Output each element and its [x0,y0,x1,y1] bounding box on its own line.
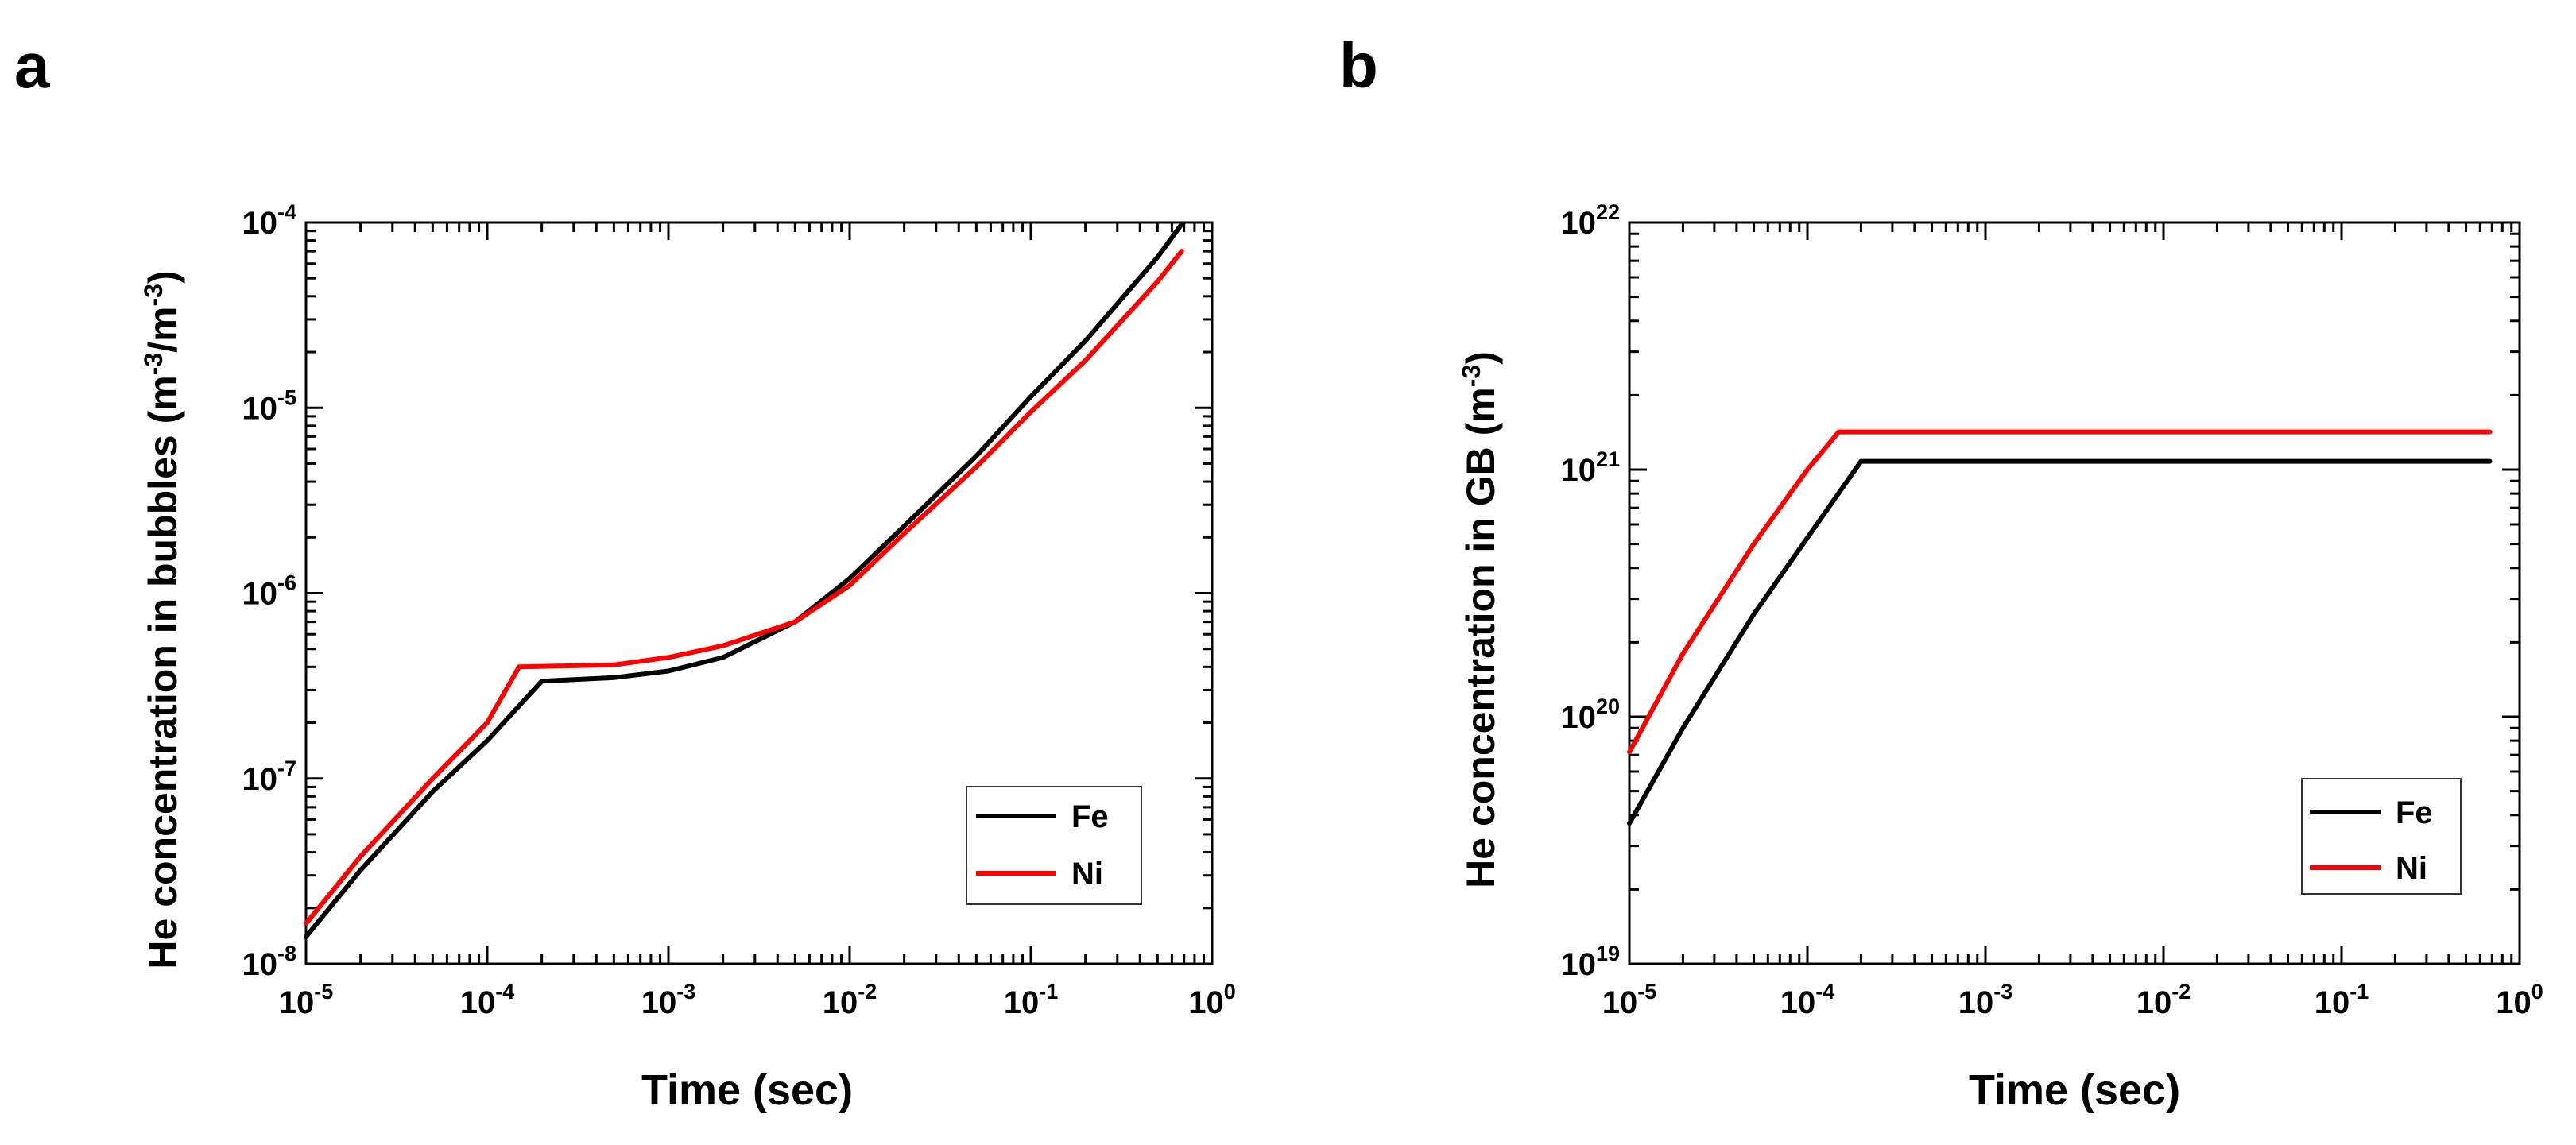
y-tick-label: 10-4 [242,200,296,241]
y-axis-title-sup: -3 [1457,365,1486,387]
series-line-ni [1627,429,2493,755]
legend: Fe Ni [2301,778,2462,895]
y-tick-label: 1021 [1560,447,1620,488]
legend-box [2301,778,2462,895]
y-axis-title-sup: -3 [139,353,168,375]
y-tick-label: 10-5 [242,385,296,426]
plot-frame [1628,221,2521,965]
y-axis-title-end: ) [1458,351,1503,365]
series-line-fe [304,222,1184,939]
legend-label-ni: Ni [1071,857,1103,892]
series-line-fe [1627,458,2493,826]
x-tick-label: 10-3 [641,980,696,1020]
y-axis-title-main: He concentration in bubbles (m [141,375,185,969]
panel-a: a 10-5 10-4 10-3 10-2 10-1 10010-810-710-610-… [14,30,1236,1114]
x-tick-label: 10-2 [2136,980,2191,1020]
x-tick-label: 100 [2496,980,2543,1020]
x-tick-label: 10-3 [1958,980,2013,1020]
legend-label-ni: Ni [2396,851,2427,886]
x-tick-label: 100 [1188,980,1236,1020]
legend-label-fe: Fe [1071,799,1109,834]
y-axis-title-end: ) [141,270,185,284]
panel-b: b 10-5 10-4 10-3 10-2 10-1 100 1019 1020 1021 102… [1339,30,2543,1114]
x-tick-label: 10-5 [1602,980,1657,1020]
y-axis-title-sup: -3 [139,284,168,306]
x-tick-label: 10-4 [1780,980,1835,1020]
plot-area: 10-5 10-4 10-3 10-2 10-1 100 10-8 10-7 10-6 10-5 1… [242,200,1235,1020]
y-tick-label: 1022 [1560,200,1620,241]
x-tick-label: 10-1 [1004,980,1059,1020]
x-axis-title: Time (sec) [1969,1066,2180,1114]
plot-area: 10-5 10-4 10-3 10-2 10-1 100 1019 1020 1021 1022 [1560,200,2543,1020]
x-axis-title: Time (sec) [641,1066,853,1114]
panel-label: a [14,30,50,101]
series-line-ni [304,249,1184,926]
y-tick-label: 1019 [1560,942,1620,982]
legend-label-fe: Fe [2396,795,2433,830]
x-tick-label: 10-2 [823,980,877,1020]
y-tick-label: 10-7 [242,756,296,797]
y-axis-title: He concentration in bubbles (m-3/m-3) [139,270,185,969]
x-tick-label: 10-5 [279,980,334,1020]
x-tick-label: 10-1 [2315,980,2369,1020]
y-tick-label: 10-6 [242,571,296,612]
legend: Fe Ni [966,786,1142,905]
legend-box [966,786,1142,905]
y-tick-label: 10-8 [242,942,296,982]
y-axis-title-main: He concentration in GB (m [1458,387,1503,888]
panel-label: b [1339,30,1378,101]
y-axis-title-mid: /m [141,307,185,353]
y-axis-title: He concentration in GB (m-3) [1457,351,1503,888]
x-tick-label: 10-4 [460,980,515,1020]
y-tick-label: 1020 [1560,694,1620,735]
